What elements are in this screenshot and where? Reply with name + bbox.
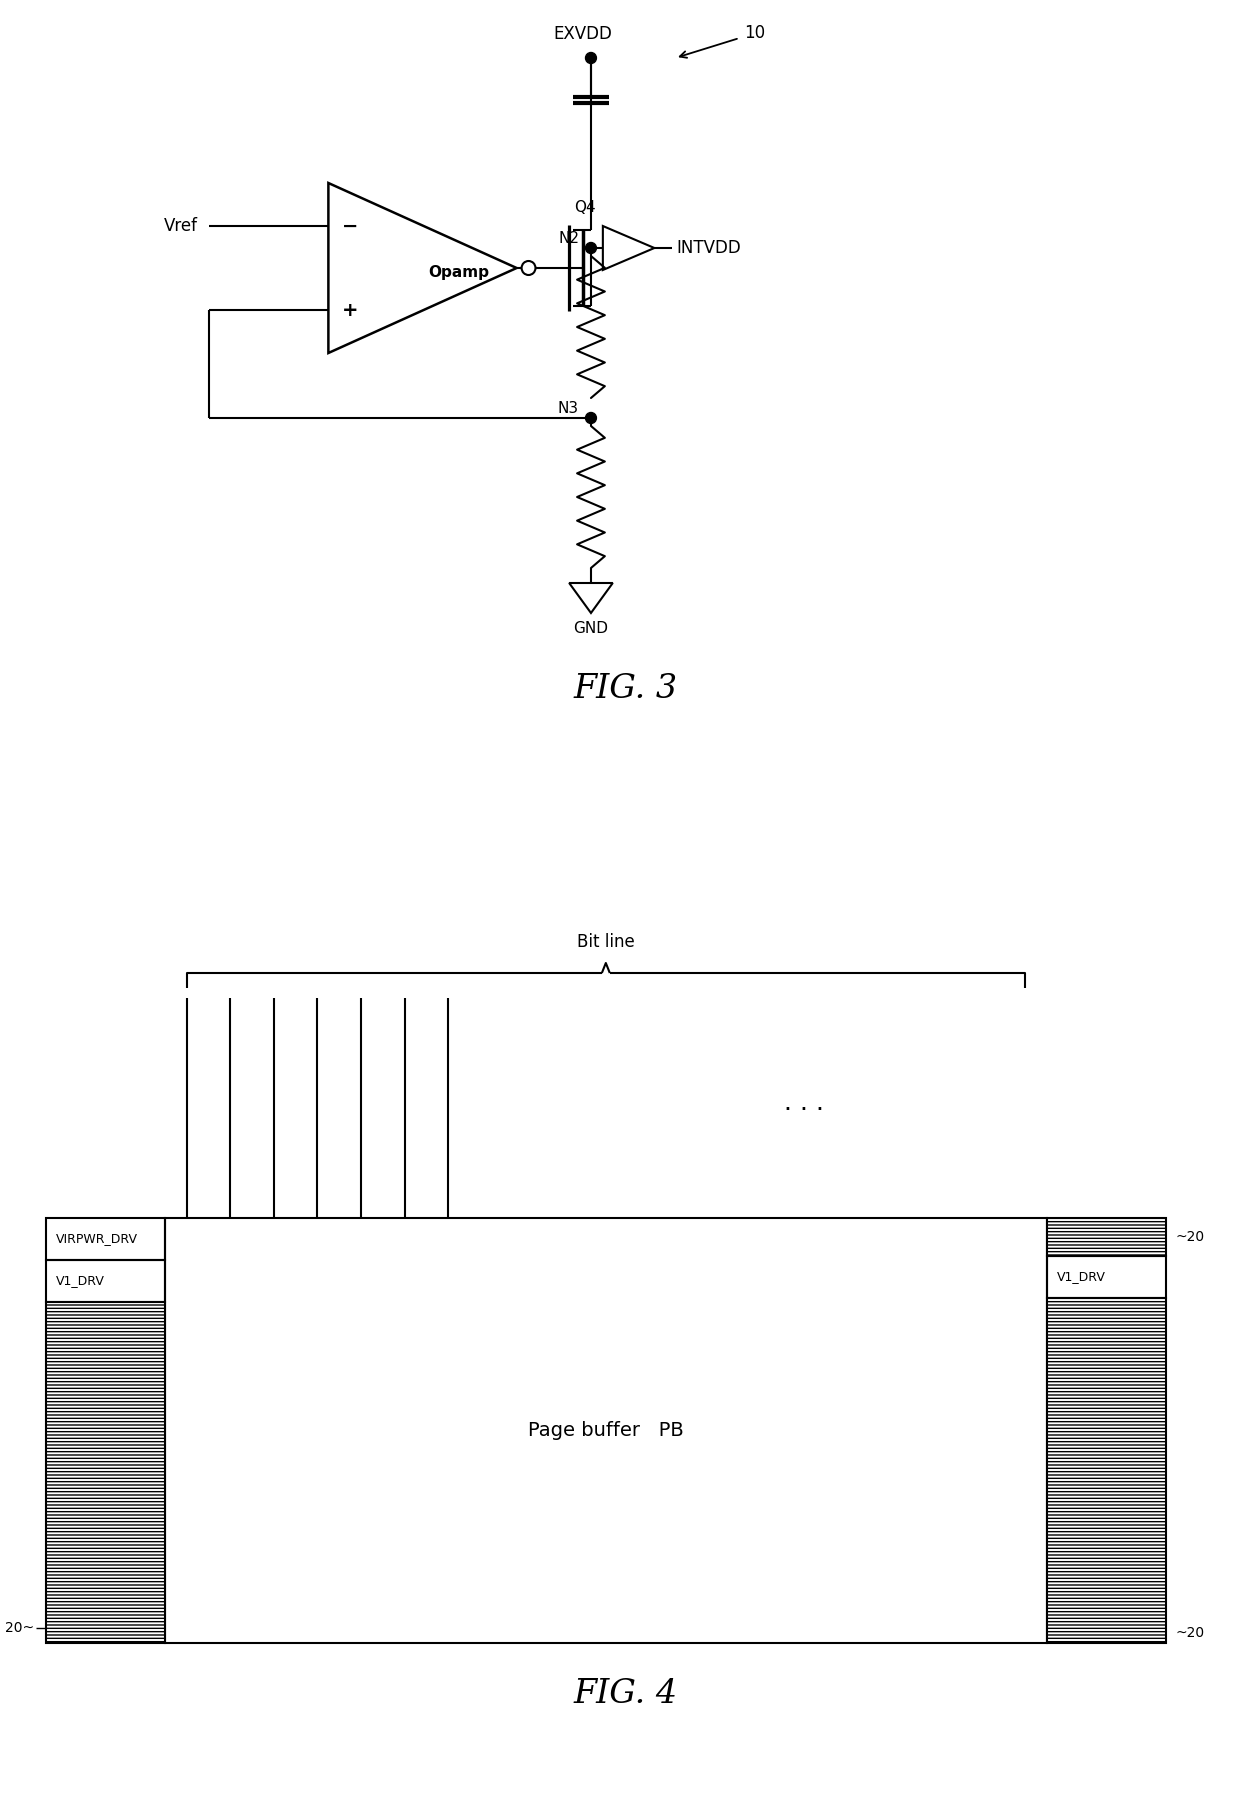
Text: EXVDD: EXVDD [553,25,613,43]
Circle shape [585,412,596,424]
Bar [1047,1257,1166,1298]
Text: Bit line: Bit line [577,933,635,951]
Text: 10: 10 [744,23,765,41]
Text: Opamp: Opamp [428,266,489,280]
Text: INTVDD: INTVDD [676,239,742,257]
Text: ~20: ~20 [1176,1625,1205,1640]
Bar [165,1217,1047,1643]
Text: Vref: Vref [164,218,197,236]
Text: . . .: . . . [784,1091,825,1115]
Text: −: − [342,216,358,236]
Text: 20~: 20~ [5,1622,33,1634]
Circle shape [585,243,596,254]
Text: ~20: ~20 [1176,1230,1205,1244]
Text: GND: GND [573,620,609,636]
Bar [1047,1217,1166,1257]
Text: FIG. 3: FIG. 3 [574,672,678,705]
Text: Page buffer   PB: Page buffer PB [528,1420,683,1440]
Text: V1_DRV: V1_DRV [56,1275,104,1287]
Text: +: + [342,300,358,320]
Text: V1_DRV: V1_DRV [1056,1271,1106,1284]
Text: N3: N3 [558,401,579,415]
Text: Q4: Q4 [574,200,595,216]
Text: N2: N2 [558,230,579,246]
Bar [46,1260,165,1302]
Bar [46,1217,165,1260]
Bar [1047,1298,1166,1643]
Text: VIRPWR_DRV: VIRPWR_DRV [56,1232,138,1246]
Circle shape [585,52,596,63]
Text: FIG. 4: FIG. 4 [574,1678,678,1710]
Bar [46,1302,165,1643]
